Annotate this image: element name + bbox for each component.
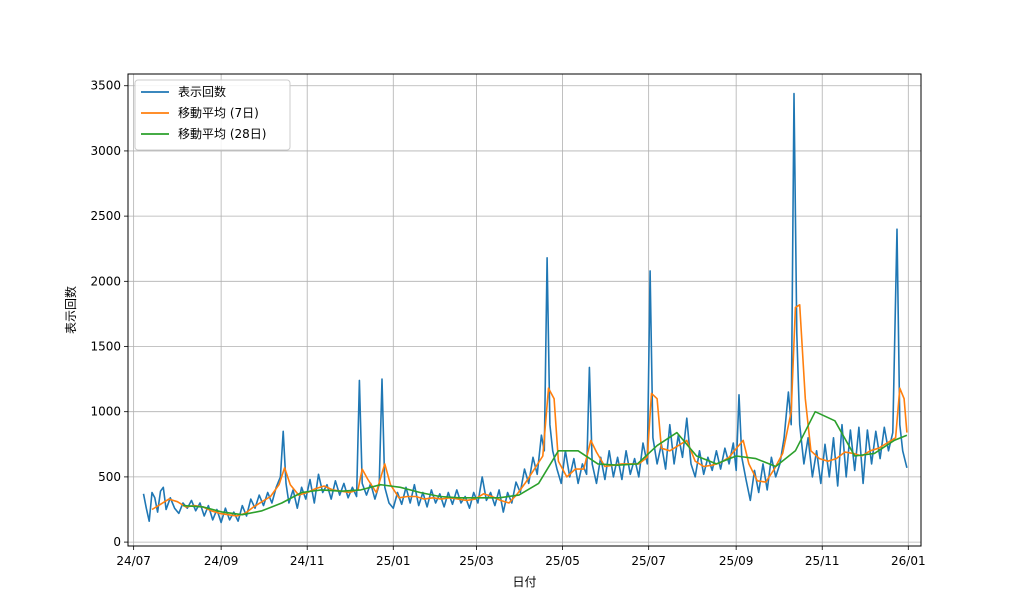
x-tick-label: 25/09 <box>719 554 754 568</box>
legend-item-ma7: 移動平均 (7日) <box>141 106 259 120</box>
x-tick-label: 25/11 <box>805 554 840 568</box>
x-tick-label: 25/07 <box>631 554 666 568</box>
y-tick-label: 3000 <box>90 144 121 158</box>
legend-label: 移動平均 (7日) <box>178 106 259 120</box>
legend-item-views: 表示回数 <box>141 84 226 99</box>
legend-box <box>134 79 291 151</box>
x-tick-label: 26/01 <box>891 554 926 568</box>
legend-label: 移動平均 (28日) <box>178 127 266 141</box>
x-tick-label: 24/07 <box>116 554 151 568</box>
x-axis-label: 日付 <box>512 575 536 589</box>
y-axis-ticks: 0 500 1000 1500 2000 2500 3000 3500 <box>90 79 128 549</box>
series-ma7-line <box>151 304 908 517</box>
x-tick-label: 25/05 <box>545 554 580 568</box>
grid-lines <box>128 74 921 546</box>
legend-label: 表示回数 <box>178 84 226 99</box>
legend-item-ma28: 移動平均 (28日) <box>141 127 266 141</box>
y-axis-label: 表示回数 <box>63 286 78 334</box>
plot-area-frame <box>127 73 922 547</box>
y-tick-label: 3500 <box>90 79 121 93</box>
series-views-line <box>142 92 908 524</box>
series-layer <box>142 92 908 524</box>
y-tick-label: 2500 <box>90 209 121 223</box>
y-tick-label: 0 <box>113 535 121 549</box>
y-tick-label: 2000 <box>90 274 121 288</box>
series-ma28-line <box>182 410 908 516</box>
x-axis-ticks: 24/07 24/09 24/11 25/01 25/03 25/05 25/07 25/09… <box>116 546 926 568</box>
x-tick-label: 25/01 <box>376 554 411 568</box>
x-tick-label: 24/09 <box>204 554 239 568</box>
y-tick-label: 1500 <box>90 340 121 354</box>
x-tick-label: 24/11 <box>290 554 325 568</box>
x-tick-label: 25/03 <box>459 554 494 568</box>
y-tick-label: 1000 <box>90 405 121 419</box>
y-tick-label: 500 <box>98 470 121 484</box>
